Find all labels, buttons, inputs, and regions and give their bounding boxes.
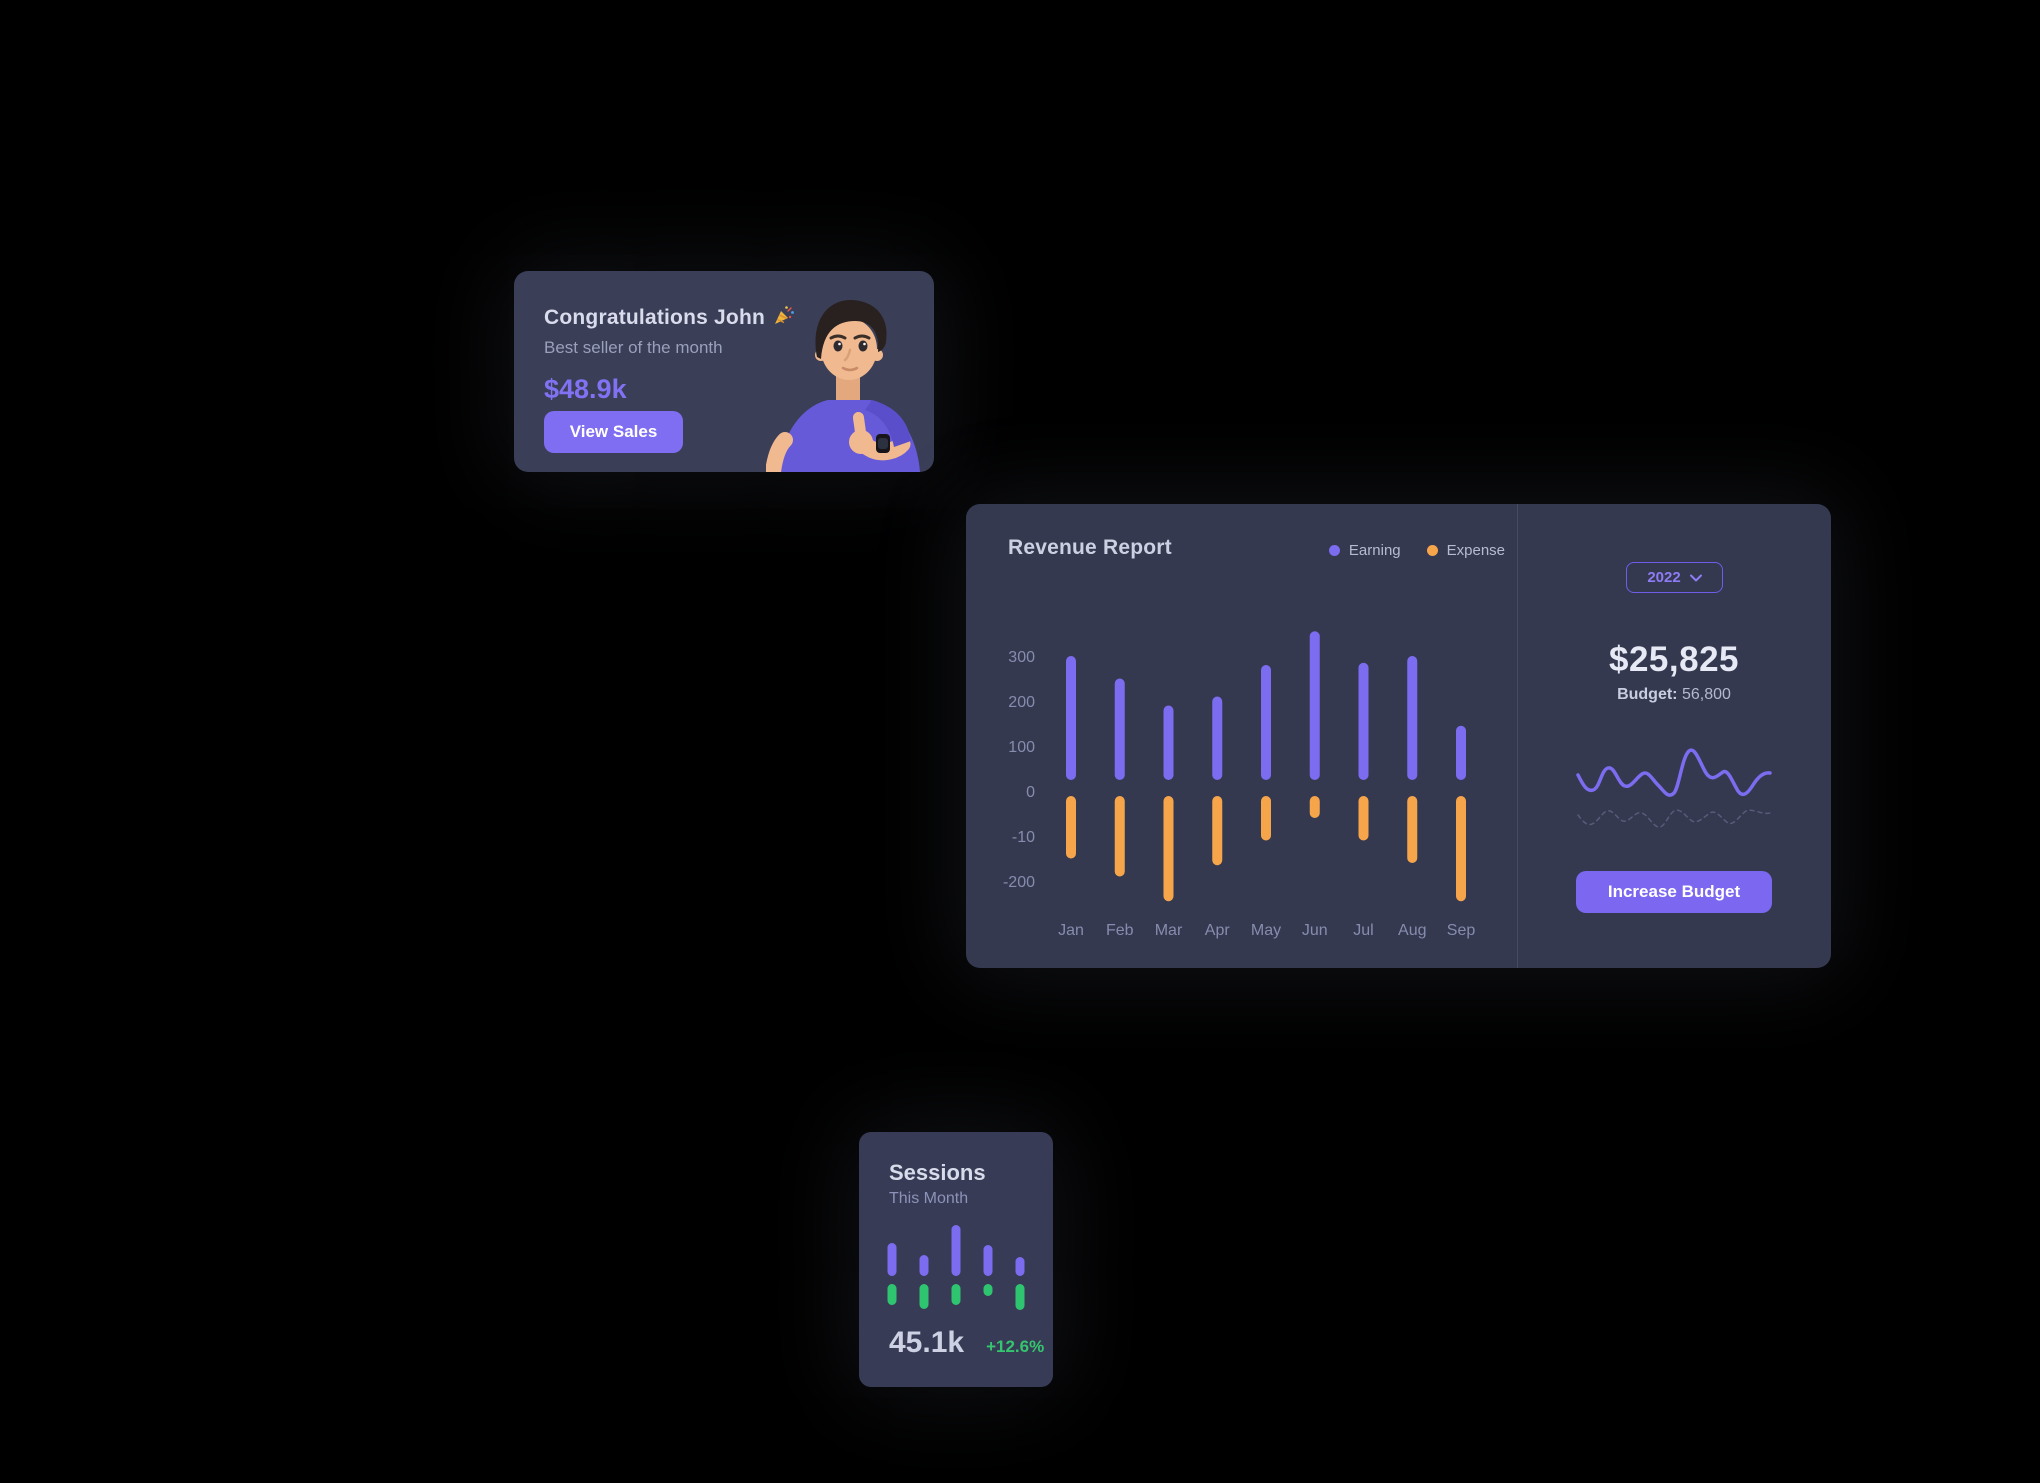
- revenue-report-title: Revenue Report: [1008, 536, 1172, 559]
- revenue-report-card: Revenue Report Earning Expense 300 200 100…: [966, 504, 1831, 968]
- legend-earning-label: Earning: [1348, 542, 1401, 559]
- congrats-title: Congratulations John: [544, 304, 795, 332]
- chevron-down-icon: [1689, 574, 1702, 582]
- sessions-card: Sessions This Month 45.1k +12.6%: [859, 1132, 1053, 1387]
- svg-text:Feb: Feb: [1106, 922, 1134, 939]
- sessions-bar-chart: [887, 1225, 1025, 1310]
- view-sales-button[interactable]: View Sales: [544, 411, 683, 453]
- svg-text:-200: -200: [1003, 874, 1035, 891]
- revenue-total: $25,825: [1608, 640, 1740, 679]
- svg-text:100: 100: [1008, 739, 1035, 756]
- legend-item-expense[interactable]: Expense: [1426, 542, 1505, 559]
- sessions-stats: 45.1k +12.6%: [889, 1326, 1044, 1360]
- congratulations-card: Congratulations John Best seller of the …: [514, 271, 934, 472]
- year-dropdown-value: 2022: [1647, 569, 1681, 586]
- sessions-subtitle: This Month: [889, 1190, 969, 1207]
- earning-dot-icon: [1328, 545, 1340, 556]
- svg-text:Jun: Jun: [1302, 922, 1328, 939]
- svg-text:Mar: Mar: [1155, 922, 1183, 939]
- congrats-title-text: Congratulations John: [544, 306, 765, 329]
- budget-sparkline: [1576, 748, 1772, 828]
- chart-legend: Earning Expense: [1328, 542, 1505, 559]
- revenue-chart-section: Revenue Report Earning Expense 300 200 100…: [966, 504, 1518, 968]
- revenue-summary-section: 2022 $25,825 Budget: 56,800 Increase Bud…: [1517, 504, 1831, 968]
- svg-text:0: 0: [1026, 784, 1035, 801]
- budget-line: Budget: 56,800: [1517, 686, 1831, 704]
- svg-text:300: 300: [1008, 649, 1035, 666]
- legend-item-earning[interactable]: Earning: [1328, 542, 1401, 559]
- sessions-value: 45.1k: [889, 1326, 965, 1359]
- sparkline-dashed-line: [1577, 809, 1771, 828]
- sessions-change-badge: +12.6%: [986, 1337, 1045, 1356]
- svg-text:May: May: [1251, 922, 1281, 939]
- revenue-bar-chart: 300 200 100 0 -10 -200 Jan Feb Mar Apr May Jun Jul Au…: [1003, 631, 1476, 939]
- svg-text:Aug: Aug: [1398, 922, 1426, 939]
- sparkline-solid-line: [1576, 748, 1772, 797]
- svg-text:Jan: Jan: [1058, 922, 1084, 939]
- congrats-subtitle: Best seller of the month: [544, 338, 723, 357]
- sessions-title: Sessions: [889, 1160, 986, 1185]
- character-illustration: [765, 294, 934, 472]
- increase-budget-button[interactable]: Increase Budget: [1576, 871, 1772, 913]
- congrats-amount: $48.9k: [544, 374, 627, 404]
- svg-text:Jul: Jul: [1353, 922, 1373, 939]
- svg-text:200: 200: [1008, 694, 1035, 711]
- budget-value: 56,800: [1681, 686, 1731, 703]
- budget-label: Budget:: [1617, 686, 1678, 703]
- svg-text:Apr: Apr: [1205, 922, 1231, 939]
- svg-text:-10: -10: [1012, 829, 1035, 846]
- year-dropdown[interactable]: 2022: [1626, 562, 1723, 593]
- svg-text:Sep: Sep: [1447, 922, 1476, 939]
- party-popper-icon: [773, 304, 795, 332]
- legend-expense-label: Expense: [1446, 542, 1505, 559]
- expense-dot-icon: [1426, 545, 1438, 556]
